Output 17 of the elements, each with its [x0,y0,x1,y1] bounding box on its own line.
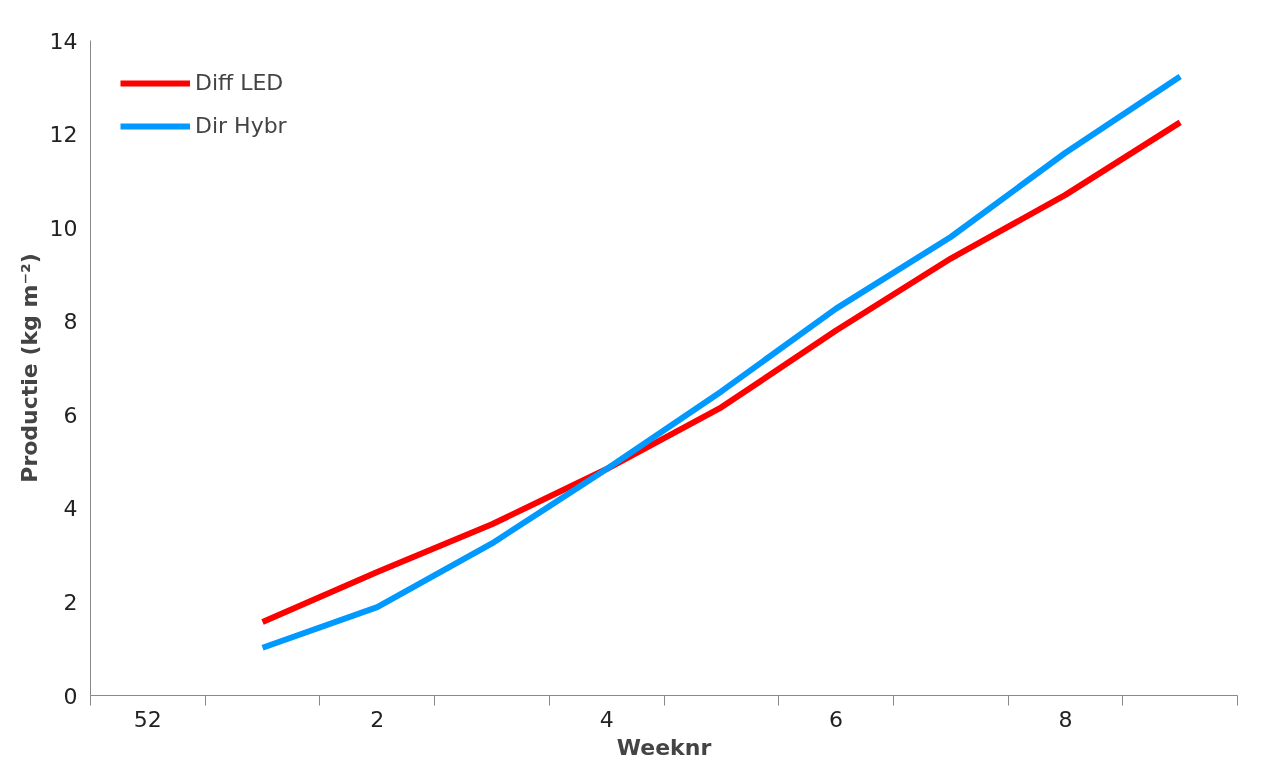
y-tick-label: 0 [63,683,78,709]
y-tick-label: 12 [49,122,78,148]
y-tick-label: 8 [63,309,78,335]
y-tick-label: 6 [63,402,78,428]
x-tick-label: 2 [370,706,385,732]
x-tick-label: 6 [829,706,844,732]
y-axis-title: Productie (kg m⁻²) [16,253,42,483]
x-axis-title: Weeknr [616,734,712,760]
legend-label: Diff LED [195,70,284,95]
y-tick-label: 10 [49,215,78,241]
y-tick-label: 2 [63,589,78,615]
y-tick-label: 14 [49,28,78,54]
x-tick-label: 4 [599,706,614,732]
legend-label: Dir Hybr [195,113,287,138]
y-tick-label: 4 [63,496,78,522]
x-tick-label: 52 [133,706,162,732]
x-tick-label: 8 [1058,706,1073,732]
